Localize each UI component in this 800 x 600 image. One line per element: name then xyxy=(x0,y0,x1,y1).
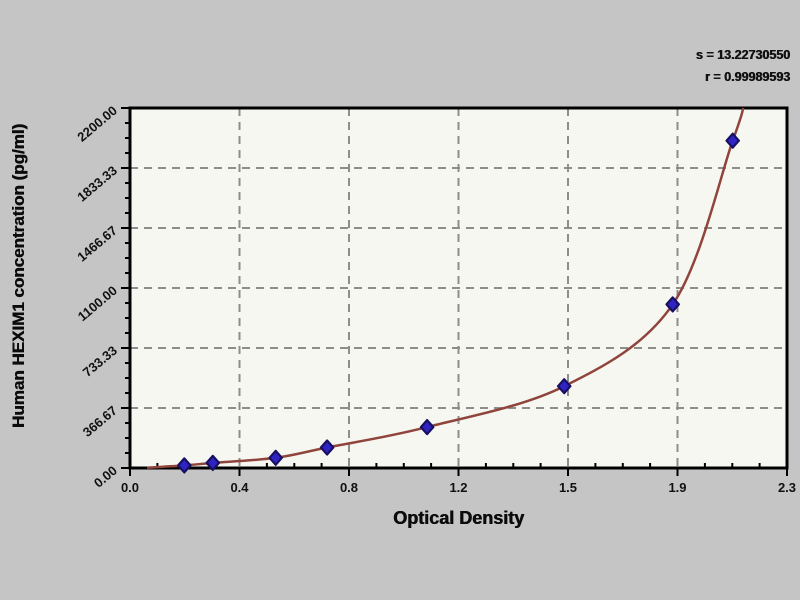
x-tick-label: 1.5 xyxy=(559,480,577,495)
x-tick-label: 1.9 xyxy=(668,480,686,495)
y-tick-label: 2200.00 xyxy=(74,103,120,145)
fit-s-value: s = 13.22730550 xyxy=(695,48,790,62)
data-point xyxy=(419,419,435,436)
data-point xyxy=(725,132,740,149)
fit-statistics: s = 13.22730550 r = 0.99989593 xyxy=(696,44,790,88)
y-tick-label: 0.00 xyxy=(91,463,120,491)
y-tick-label: 1100.00 xyxy=(75,283,120,324)
y-tick-label: 1466.67 xyxy=(74,223,120,265)
data-point xyxy=(177,457,192,474)
x-axis-title: Optical Density xyxy=(392,508,525,528)
x-tick-label: 2.3 xyxy=(778,480,796,495)
y-tick-label: 1833.33 xyxy=(74,163,120,205)
y-tick-label: 733.33 xyxy=(80,343,120,380)
x-tick-label: 0.4 xyxy=(230,480,249,495)
data-point xyxy=(665,296,680,313)
x-tick-label: 0.8 xyxy=(340,480,358,495)
fit-r-value: r = 0.99989593 xyxy=(704,70,790,84)
data-point xyxy=(205,454,221,471)
data-point xyxy=(556,378,572,395)
y-tick-label: 366.67 xyxy=(80,403,120,440)
x-tick-label: 0.0 xyxy=(121,480,139,495)
data-point xyxy=(319,439,335,456)
data-point xyxy=(268,449,283,466)
x-tick-label: 1.2 xyxy=(449,480,467,495)
